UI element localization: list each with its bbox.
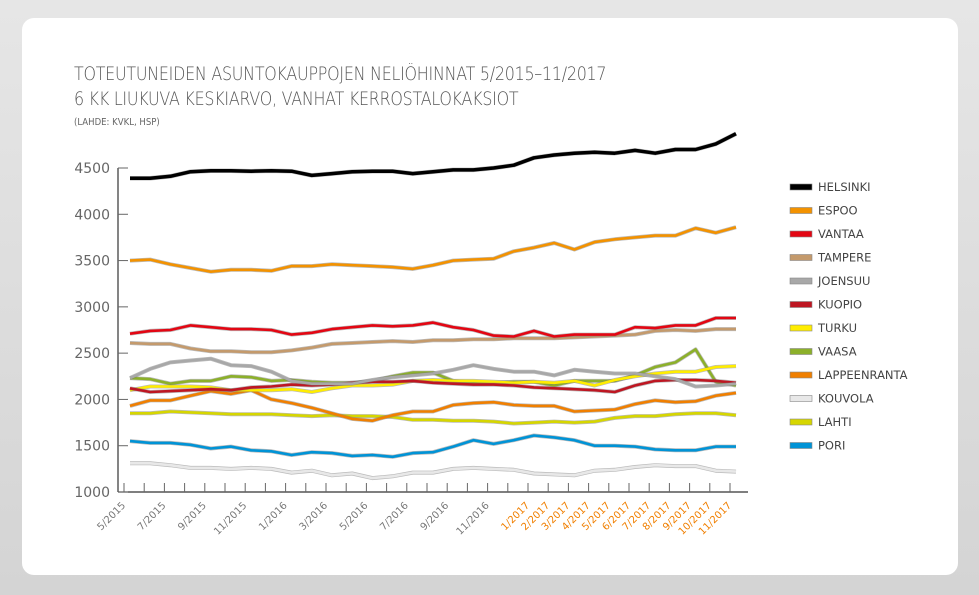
legend-label: VANTAA [818, 227, 864, 241]
legend-swatch [789, 395, 813, 402]
legend-swatch [789, 183, 813, 191]
legend-swatch [789, 418, 813, 426]
legend-label: KUOPIO [818, 298, 862, 312]
legend-swatch [789, 442, 813, 449]
series-line-tampere [129, 327, 736, 354]
series-line-lappeenranta [129, 388, 737, 422]
legend-swatch [789, 324, 813, 332]
y-tick-label: 4500 [74, 161, 110, 177]
legend-swatch [789, 277, 813, 285]
chart-title: TOTEUTUNEIDEN ASUNTOKAUPPOJEN NELIÖHINNA… [74, 64, 607, 85]
x-tick-label: 11/2015 [212, 500, 249, 537]
legend-label: TURKU [817, 321, 857, 335]
x-tick-label: 7/2016 [378, 500, 411, 533]
series-line-helsinki [130, 132, 737, 180]
x-tick-label: 9/2016 [419, 500, 452, 533]
legend-label: TAMPERE [817, 251, 871, 265]
x-tick-label: 3/2016 [297, 500, 330, 533]
legend-swatch [789, 348, 813, 355]
legend-swatch [789, 254, 813, 261]
legend-label: VAASA [818, 345, 857, 359]
legend-label: HELSINKI [818, 180, 871, 194]
x-tick-label: 1/2016 [257, 500, 290, 533]
y-tick-label: 3500 [74, 254, 110, 270]
legend-swatch [789, 230, 813, 238]
series-line-pori [129, 434, 736, 459]
series-outline [129, 433, 736, 459]
x-tick-label: 7/2015 [136, 500, 169, 533]
y-tick-label: 1500 [74, 439, 110, 455]
y-tick-label: 2000 [74, 392, 110, 408]
legend-swatch [789, 301, 813, 308]
legend-label: ESPOO [818, 204, 858, 218]
x-tick-label: 9/2015 [176, 500, 209, 533]
series-line-lahti [130, 410, 737, 425]
y-tick-label: 3000 [74, 300, 110, 316]
y-tick-label: 4000 [74, 207, 110, 223]
chart-source: (LÄHDE: KVKL, HSP) [74, 117, 160, 128]
legend-swatch [789, 371, 813, 379]
chart-card [22, 18, 958, 575]
series-line-espoo [129, 225, 737, 273]
legend-label: KOUVOLA [818, 392, 874, 406]
legend-label: PORI [818, 439, 845, 453]
y-tick-label: 2500 [74, 346, 110, 362]
series-line-kouvola [130, 462, 737, 480]
legend-label: LAHTI [818, 415, 852, 429]
legend-label: LAPPEENRANTA [818, 368, 908, 382]
chart-subtitle: 6 KK LIUKUVA KESKIARVO, VANHAT KERROSTAL… [74, 89, 519, 110]
x-tick-label: 11/2016 [455, 500, 492, 537]
x-tick-label: 5/2016 [338, 500, 371, 533]
series-line-vantaa [129, 316, 736, 338]
legend-swatch [789, 207, 813, 214]
series-line-kuopio [129, 378, 737, 394]
series-line-joensuu [129, 357, 737, 388]
y-tick-label: 1000 [74, 485, 110, 501]
legend-label: JOENSUU [817, 274, 870, 288]
x-tick-label: 5/2015 [95, 500, 128, 533]
